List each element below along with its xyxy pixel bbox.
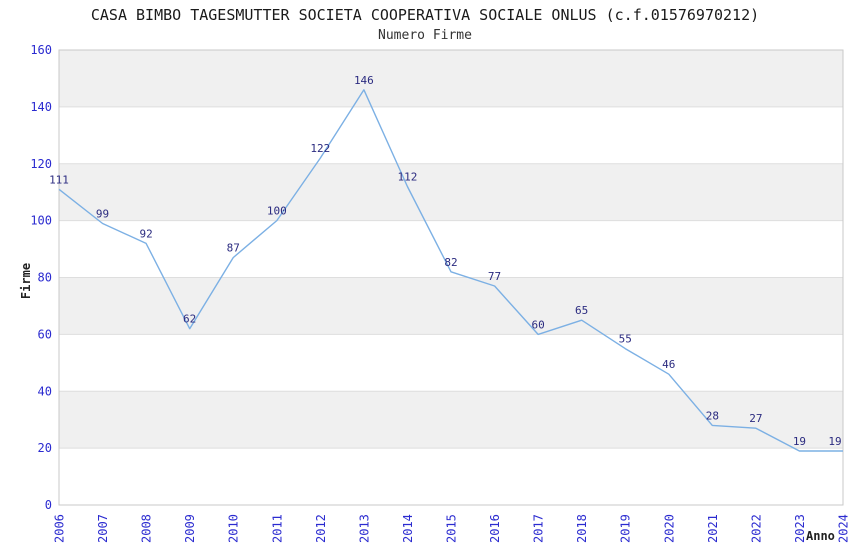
x-tick-label: 2010 xyxy=(227,514,241,543)
x-tick-label: 2014 xyxy=(401,514,415,543)
x-tick-label: 2008 xyxy=(140,514,154,543)
data-point-label: 146 xyxy=(354,74,374,87)
data-point-label: 100 xyxy=(267,205,287,218)
data-point-label: 112 xyxy=(398,171,418,184)
x-tick-label: 2009 xyxy=(183,514,197,543)
x-tick-label: 2018 xyxy=(575,514,589,543)
data-point-label: 77 xyxy=(488,270,501,283)
chart-title: CASA BIMBO TAGESMUTTER SOCIETA COOPERATI… xyxy=(90,6,760,24)
y-tick-label: 160 xyxy=(30,43,52,57)
y-tick-label: 120 xyxy=(30,157,52,171)
x-tick-label: 2007 xyxy=(96,514,110,543)
y-axis-tick-labels: 0 20 40 60 80 100 120 140 160 xyxy=(30,43,52,512)
data-point-label: 27 xyxy=(749,412,762,425)
data-point-label: 99 xyxy=(96,207,109,220)
plot-band xyxy=(59,220,843,278)
y-tick-label: 20 xyxy=(38,441,52,455)
plot-bands xyxy=(59,50,843,505)
x-tick-label: 2019 xyxy=(619,514,633,543)
x-tick-label: 2022 xyxy=(749,514,763,543)
plot-band xyxy=(59,163,843,221)
x-tick-label: 2015 xyxy=(445,514,459,543)
x-tick-label: 2006 xyxy=(53,514,67,543)
data-point-label: 111 xyxy=(49,173,69,186)
data-point-label: 122 xyxy=(310,142,330,155)
plot-border-rect xyxy=(58,49,844,506)
plot-band xyxy=(59,391,843,449)
plot-band xyxy=(59,448,843,505)
data-point-label: 82 xyxy=(444,256,457,269)
data-point-label: 87 xyxy=(227,242,240,255)
plot-band xyxy=(59,334,843,392)
data-series xyxy=(58,89,843,452)
data-point-label: 62 xyxy=(183,313,196,326)
x-tick-label: 2012 xyxy=(314,514,328,543)
x-tick-label: 2021 xyxy=(706,514,720,543)
x-tick-label: 2024 xyxy=(837,514,850,543)
plot-border xyxy=(58,49,844,506)
data-point-label: 65 xyxy=(575,304,588,317)
y-tick-label: 60 xyxy=(38,327,52,341)
plot-band xyxy=(59,277,843,335)
data-point-label: 28 xyxy=(706,409,719,422)
data-point-label: 46 xyxy=(662,358,675,371)
x-axis-tick-labels: 2006 2007 2008 2009 2010 2011 2012 2013 2014 2015… xyxy=(53,514,850,543)
x-tick-label: 2023 xyxy=(793,514,807,543)
gridlines xyxy=(59,106,843,449)
y-tick-label: 100 xyxy=(30,214,52,228)
y-tick-label: 0 xyxy=(45,498,52,512)
data-line xyxy=(58,89,843,452)
x-tick-label: 2011 xyxy=(270,514,284,543)
x-axis-title: Anno xyxy=(806,529,835,543)
chart-subtitle: Numero Firme xyxy=(378,28,472,43)
data-point-label: 92 xyxy=(139,227,152,240)
x-tick-label: 2020 xyxy=(662,514,676,543)
x-tick-label: 2016 xyxy=(488,514,502,543)
data-point-labels: 111 99 92 62 87 100 122 146 112 82 77 60 65 55 46 28 27 1… xyxy=(49,74,842,448)
data-point-label: 19 xyxy=(793,435,806,448)
data-point-label: 19 xyxy=(828,435,841,448)
y-tick-label: 40 xyxy=(38,384,52,398)
y-tick-label: 80 xyxy=(38,271,52,285)
x-tick-label: 2013 xyxy=(357,514,371,543)
data-point-label: 60 xyxy=(531,318,544,331)
plot-band xyxy=(59,106,843,164)
plot-band xyxy=(59,50,843,107)
data-point-label: 55 xyxy=(619,333,632,346)
y-tick-label: 140 xyxy=(30,100,52,114)
x-tick-label: 2017 xyxy=(532,514,546,543)
